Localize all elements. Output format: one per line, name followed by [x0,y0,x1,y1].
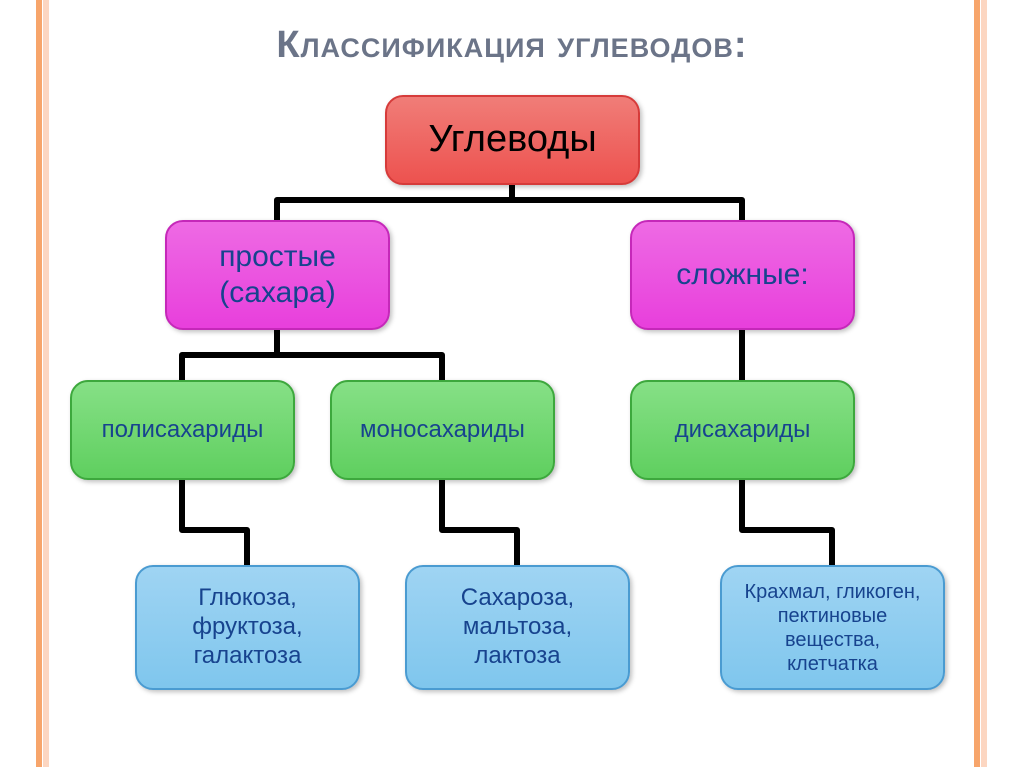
node-leaf3-label: Крахмал, гликоген, пектиновые вещества, … [745,580,921,676]
right-stripe [974,0,988,767]
node-simple: простые (сахара) [165,220,390,330]
node-mono-label: моносахариды [360,416,525,445]
left-stripe [36,0,50,767]
node-disaccharides: дисахариды [630,380,855,480]
node-monosaccharides: моносахариды [330,380,555,480]
node-leaf-sucrose: Сахароза, мальтоза, лактоза [405,565,630,690]
node-root: Углеводы [385,95,640,185]
node-leaf1-label: Глюкоза, фруктоза, галактоза [192,584,302,670]
node-simple-label: простые (сахара) [219,239,336,311]
node-complex-label: сложные: [676,257,808,293]
node-leaf-starch: Крахмал, гликоген, пектиновые вещества, … [720,565,945,690]
node-leaf2-label: Сахароза, мальтоза, лактоза [461,584,574,670]
node-poly-label: полисахариды [102,416,264,445]
node-leaf-glucose: Глюкоза, фруктоза, галактоза [135,565,360,690]
node-di-label: дисахариды [675,416,811,445]
node-polysaccharides: полисахариды [70,380,295,480]
node-complex: сложные: [630,220,855,330]
node-root-label: Углеводы [428,117,596,163]
page-title: Классификация углеводов: [0,24,1024,67]
